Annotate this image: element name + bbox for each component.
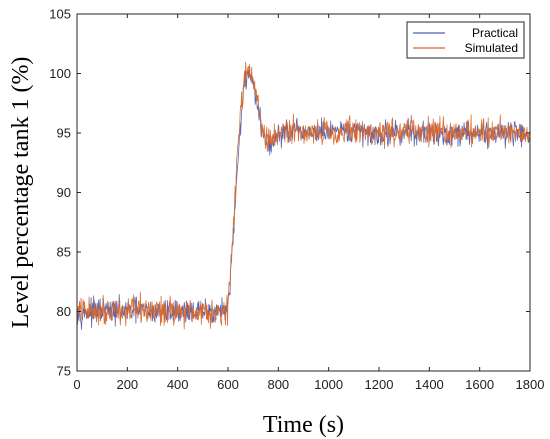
x-tick-label: 200 bbox=[116, 377, 138, 392]
x-tick-label: 1000 bbox=[314, 377, 343, 392]
y-tick-label: 80 bbox=[57, 304, 71, 319]
y-tick-label: 85 bbox=[57, 245, 71, 260]
x-tick-label: 0 bbox=[73, 377, 80, 392]
legend-label-simulated: Simulated bbox=[465, 41, 518, 55]
x-axis: 0 200 400 600 800 1000 1200 1400 1600 1800 bbox=[73, 14, 544, 392]
y-tick-label: 90 bbox=[57, 185, 71, 200]
x-tick-label: 1800 bbox=[516, 377, 545, 392]
x-tick-label: 400 bbox=[167, 377, 189, 392]
series-line-simulated bbox=[76, 61, 531, 330]
y-axis-label: Level percentage tank 1 (%) bbox=[8, 57, 34, 329]
y-tick-label: 100 bbox=[49, 66, 71, 81]
series-layer bbox=[76, 61, 531, 330]
y-tick-label: 75 bbox=[57, 364, 71, 379]
x-tick-label: 1200 bbox=[365, 377, 394, 392]
y-axis: 75 80 85 90 95 100 105 bbox=[49, 7, 530, 379]
x-tick-label: 600 bbox=[217, 377, 239, 392]
legend-label-practical: Practical bbox=[472, 26, 518, 40]
x-tick-label: 800 bbox=[267, 377, 289, 392]
x-tick-label: 1600 bbox=[465, 377, 494, 392]
y-tick-label: 105 bbox=[49, 7, 71, 22]
x-tick-label: 1400 bbox=[415, 377, 444, 392]
y-tick-label: 95 bbox=[57, 126, 71, 141]
legend-box bbox=[406, 21, 525, 59]
x-axis-label: Time (s) bbox=[263, 412, 344, 438]
